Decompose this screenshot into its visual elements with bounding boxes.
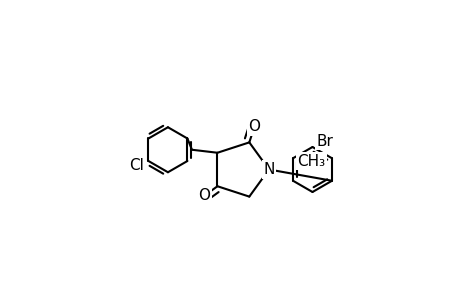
Text: O: O — [198, 188, 210, 203]
Text: Cl: Cl — [129, 158, 144, 173]
Text: Br: Br — [316, 134, 333, 148]
Text: O: O — [248, 119, 260, 134]
Text: N: N — [263, 162, 274, 177]
Text: CH₃: CH₃ — [297, 154, 325, 169]
